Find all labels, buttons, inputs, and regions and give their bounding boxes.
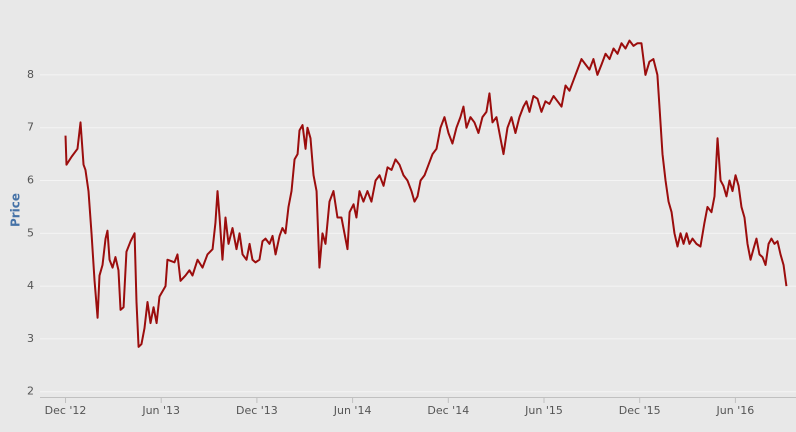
x-tick-label: Dec '12 xyxy=(45,404,87,417)
y-tick-label: 8 xyxy=(27,68,34,81)
x-tick-label: Jun '16 xyxy=(716,404,755,417)
x-tick-label: Dec '14 xyxy=(427,404,469,417)
x-tick-label: Dec '13 xyxy=(236,404,278,417)
x-tick-label: Dec '15 xyxy=(619,404,661,417)
y-tick-label: 7 xyxy=(27,121,34,134)
y-tick-label: 6 xyxy=(27,174,34,187)
y-tick-label: 2 xyxy=(27,385,34,398)
y-axis-title: Price xyxy=(9,193,23,227)
x-tick-label: Jun '13 xyxy=(141,404,180,417)
x-tick-label: Jun '15 xyxy=(524,404,563,417)
y-tick-label: 5 xyxy=(27,226,34,239)
price-line xyxy=(64,39,788,348)
x-tick-label: Jun '14 xyxy=(333,404,372,417)
y-tick-label: 4 xyxy=(27,279,34,292)
y-tick-label: 3 xyxy=(27,332,34,345)
